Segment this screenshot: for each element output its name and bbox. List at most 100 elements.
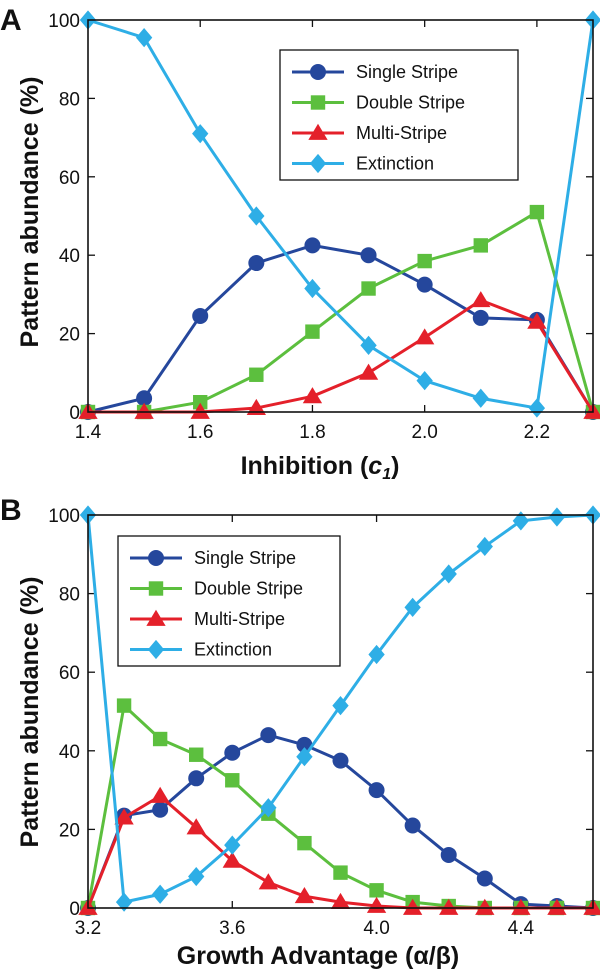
- panel-a-legend: Single Stripe Double Stripe Multi-Stripe Ex…: [279, 49, 519, 181]
- panel-b-point-multi-stripe: [222, 851, 242, 868]
- panel-b-point-multi-stripe: [258, 873, 279, 890]
- panel-a-point-multi-stripe: [471, 291, 491, 308]
- panel-b-x-axis-title: Growth Advantage (α/β): [177, 942, 459, 970]
- panel-b: B Pattern abundance (%) Growth Advantage…: [0, 494, 600, 970]
- panel-a-point-multi-stripe: [583, 402, 600, 419]
- panel-a-point-multi-stripe: [190, 402, 210, 419]
- panel-b-point-double-stripe: [333, 865, 348, 880]
- panel-b-legend-entry-multi-stripe: Multi-Stripe: [130, 609, 285, 629]
- panel-a-legend-entry-single-stripe: Single Stripe: [292, 62, 458, 82]
- panel-a-point-extinction: [192, 124, 209, 144]
- panel-b-point-extinction: [332, 696, 349, 716]
- panel-a-point-extinction: [416, 371, 433, 391]
- panel-b-x-tick-label: 3.6: [219, 918, 245, 939]
- panel-a-point-single-stripe: [192, 307, 209, 324]
- panel-b-point-multi-stripe: [583, 898, 600, 915]
- panel-b-point-multi-stripe: [294, 887, 315, 904]
- panel-b-legend-marker: [148, 581, 164, 596]
- panel-a-point-single-stripe: [472, 309, 489, 326]
- panel-b-point-extinction: [440, 564, 457, 584]
- panel-a-legend-entry-extinction: Extinction: [292, 154, 434, 174]
- panel-a-legend-items: Single Stripe Double Stripe Multi-Stripe Ex…: [292, 62, 465, 174]
- panel-a-legend-label: Extinction: [356, 154, 434, 174]
- panel-a-point-single-stripe: [136, 390, 153, 407]
- panel-b-point-double-stripe: [116, 698, 132, 713]
- panel-a-series-extinction: [79, 10, 600, 418]
- panel-a-point-multi-stripe: [246, 398, 266, 415]
- panel-a-point-extinction: [304, 278, 321, 299]
- panel-a-point-double-stripe: [305, 324, 320, 339]
- panel-b-point-extinction: [548, 507, 566, 527]
- panel-b-point-extinction: [188, 866, 205, 887]
- panel-a-point-multi-stripe: [415, 328, 435, 345]
- panel-a-point-multi-stripe: [527, 312, 547, 329]
- panel-a-legend-label: Double Stripe: [356, 93, 465, 113]
- panel-b-point-single-stripe: [440, 846, 457, 863]
- panel-b-point-multi-stripe: [186, 818, 206, 835]
- panel-a-legend-marker: [310, 64, 326, 80]
- panel-a-x-tick-label: 1.8: [299, 422, 325, 443]
- panel-b-point-multi-stripe: [330, 892, 351, 910]
- panel-a-point-double-stripe: [529, 204, 545, 220]
- panel-a-point-single-stripe: [248, 255, 265, 272]
- panel-a-y-axis-title: Pattern abundance (%): [16, 77, 44, 348]
- panel-a-legend-label: Single Stripe: [356, 62, 458, 82]
- panel-b-point-extinction: [224, 835, 241, 855]
- panel-a-x-axis-title-symbol: c: [368, 452, 382, 480]
- panel-a-y-tick-label: 80: [59, 89, 80, 110]
- panel-b-y-tick-label: 80: [59, 585, 80, 606]
- panel-a-line-extinction: [87, 18, 595, 410]
- panel-b-legend-label: Multi-Stripe: [194, 609, 285, 629]
- panel-a-x-tick-label: 2.0: [411, 422, 437, 443]
- panel-b-point-multi-stripe: [511, 898, 531, 915]
- panel-b-legend-entry-single-stripe: Single Stripe: [130, 548, 296, 568]
- panel-b-point-extinction: [151, 884, 169, 904]
- panel-b-x-tick-label: 4.0: [363, 918, 389, 939]
- panel-a-series-single-stripe: [80, 237, 600, 420]
- panel-b-legend-label: Double Stripe: [194, 579, 303, 599]
- panel-a-point-double-stripe: [193, 395, 208, 410]
- panel-a-y-tick-label: 0: [69, 403, 80, 424]
- panel-b-point-single-stripe: [404, 817, 421, 834]
- panel-b-point-extinction: [404, 597, 421, 617]
- panel-b-point-single-stripe: [476, 870, 493, 887]
- panel-b-point-double-stripe: [152, 731, 168, 747]
- panel-a-line-single-stripe: [87, 243, 595, 414]
- panel-b-x-tick-label: 3.2: [75, 918, 101, 939]
- panel-a-legend-marker: [310, 95, 326, 110]
- panel-b-point-single-stripe: [368, 782, 385, 799]
- panel-a-point-extinction: [248, 206, 265, 226]
- panel-a-legend-entry-multi-stripe: Multi-Stripe: [292, 123, 447, 143]
- panel-a-series-double-stripe: [80, 204, 600, 420]
- panel-a-point-double-stripe: [249, 367, 264, 382]
- panel-a-legend-label: Multi-Stripe: [356, 123, 447, 143]
- panel-a-legend-marker: [308, 123, 328, 140]
- panel-a-y-tick-label: 20: [59, 325, 80, 346]
- panel-b-point-double-stripe: [297, 835, 312, 851]
- panel-b-point-double-stripe: [225, 773, 240, 788]
- panel-b-point-multi-stripe: [402, 898, 423, 915]
- panel-b-legend-items: Single Stripe Double Stripe Multi-Stripe Ex…: [130, 548, 303, 660]
- panel-b-legend-marker: [147, 639, 165, 660]
- panel-b-legend-marker: [146, 609, 166, 626]
- panel-b-legend-label: Single Stripe: [194, 548, 296, 568]
- panel-a-point-extinction: [135, 28, 153, 48]
- panel-a-letter: A: [0, 4, 22, 37]
- panel-b-y-tick-label: 40: [59, 742, 80, 763]
- panel-b-point-extinction: [476, 536, 493, 557]
- panel-b-y-tick-label: 0: [69, 899, 80, 920]
- panel-b-legend: Single Stripe Double Stripe Multi-Stripe Ex…: [117, 535, 341, 667]
- panel-b-point-extinction: [260, 798, 277, 818]
- panel-b-point-multi-stripe: [475, 898, 495, 915]
- panel-a-point-single-stripe: [304, 237, 321, 254]
- panel-a-y-tick-label: 60: [59, 168, 80, 189]
- panel-b-point-extinction: [115, 892, 133, 912]
- panel-a: A Pattern abundance (%) Inhibition (c1) …: [0, 4, 600, 483]
- panel-b-point-double-stripe: [189, 747, 204, 762]
- panel-a-x-axis-title-main: Inhibition (: [241, 452, 369, 480]
- panel-b-legend-label: Extinction: [194, 640, 272, 660]
- panel-a-y-tick-label: 40: [59, 246, 80, 267]
- panel-b-legend-marker: [148, 550, 164, 566]
- panel-b-point-extinction: [368, 644, 385, 665]
- panel-b-point-single-stripe: [224, 744, 241, 761]
